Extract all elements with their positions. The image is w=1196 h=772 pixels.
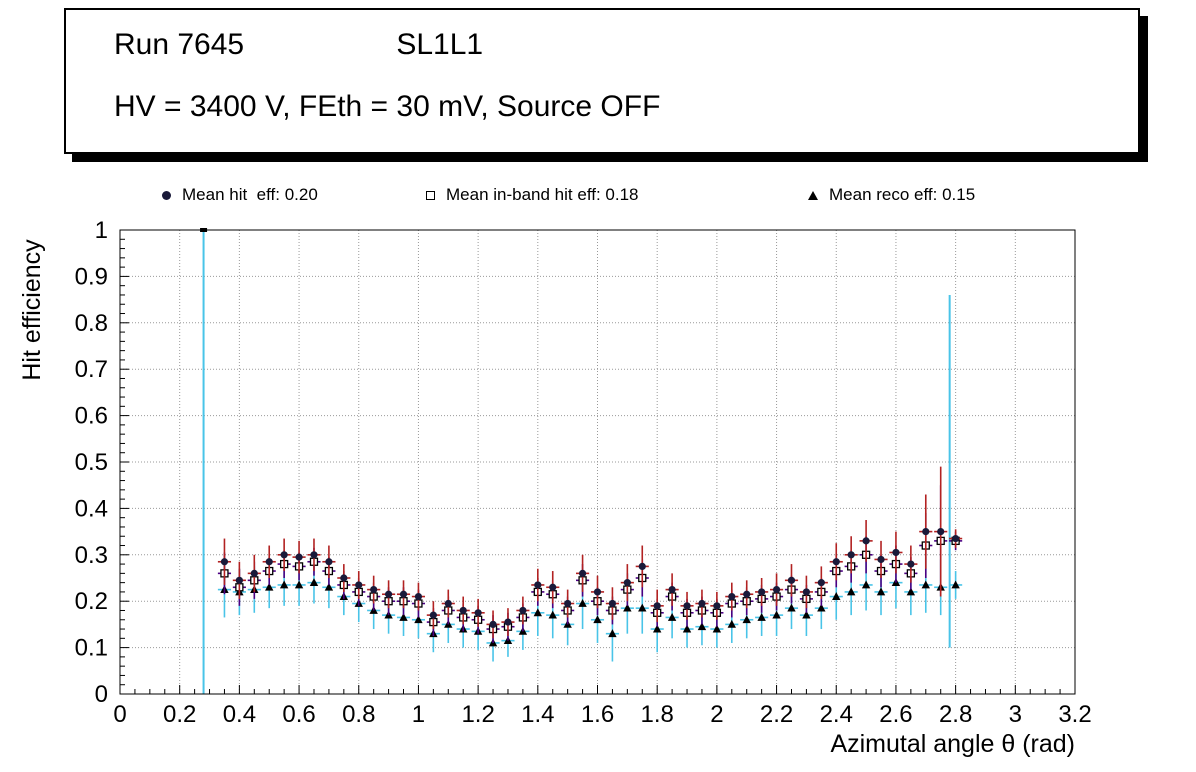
- svg-text:Azimutal angle θ (rad): Azimutal angle θ (rad): [830, 730, 1075, 758]
- svg-text:1.6: 1.6: [581, 701, 614, 728]
- legend-item-reco-eff: Mean reco eff: 0.15: [808, 185, 975, 205]
- legend-label-inband-eff: Mean in-band hit eff: 0.18: [446, 185, 639, 204]
- svg-text:3.2: 3.2: [1058, 701, 1091, 728]
- svg-text:1.4: 1.4: [521, 701, 554, 728]
- svg-text:0.4: 0.4: [75, 495, 108, 522]
- svg-text:2: 2: [710, 701, 723, 728]
- svg-text:0.5: 0.5: [75, 449, 108, 476]
- svg-text:0.6: 0.6: [282, 701, 315, 728]
- y-axis: 0 0.1 0.2 0.3 0.4 0.5 0.6 0.7 0.8 0.9 1 Hit efficie…: [18, 217, 129, 708]
- filled-triangle-marker-icon: [808, 190, 818, 200]
- svg-text:0.2: 0.2: [163, 701, 196, 728]
- filled-circle-marker-icon: [162, 190, 171, 200]
- chamber-label: SL1L1: [396, 28, 484, 61]
- conditions-label: HV = 3400 V, FEth = 30 mV, Source OFF: [114, 90, 661, 123]
- svg-text:2.8: 2.8: [939, 701, 972, 728]
- legend-item-inband-eff: Mean in-band hit eff: 0.18: [426, 185, 639, 205]
- svg-text:2.2: 2.2: [760, 701, 793, 728]
- title-box: Run 7645 SL1L1 HV = 3400 V, FEth = 30 mV…: [64, 8, 1140, 154]
- svg-text:0: 0: [113, 701, 126, 728]
- svg-text:1.2: 1.2: [461, 701, 494, 728]
- svg-text:1: 1: [412, 701, 425, 728]
- svg-text:0.8: 0.8: [342, 701, 375, 728]
- run-label: Run 7645: [114, 28, 245, 61]
- svg-text:0.1: 0.1: [75, 635, 108, 662]
- svg-text:2.4: 2.4: [820, 701, 853, 728]
- svg-text:0.4: 0.4: [223, 701, 256, 728]
- svg-text:1.8: 1.8: [641, 701, 674, 728]
- svg-text:0.2: 0.2: [75, 588, 108, 615]
- svg-text:0.9: 0.9: [75, 263, 108, 290]
- legend-item-hit-eff: Mean hit eff: 0.20: [162, 185, 318, 205]
- legend-label-reco-eff: Mean reco eff: 0.15: [829, 185, 976, 204]
- svg-text:Hit efficiency: Hit efficiency: [18, 239, 46, 381]
- title-line-1: Run 7645 SL1L1: [114, 26, 1138, 64]
- outlier-markers: [200, 228, 208, 232]
- svg-text:0.3: 0.3: [75, 542, 108, 569]
- svg-text:3: 3: [1009, 701, 1022, 728]
- svg-text:0.6: 0.6: [75, 403, 108, 430]
- svg-text:0.7: 0.7: [75, 356, 108, 383]
- svg-text:1: 1: [95, 217, 108, 244]
- svg-text:2.6: 2.6: [879, 701, 912, 728]
- x-axis: 0 0.2 0.4 0.6 0.8 1 1.2 1.4 1.6 1.8 2 2.2 2.4 2.6 2.8 3…: [113, 685, 1092, 758]
- series-mean-hit-eff: [217, 466, 963, 639]
- svg-text:0: 0: [95, 681, 108, 708]
- open-square-marker-icon: [426, 190, 435, 200]
- grid: [120, 230, 1075, 694]
- outlier-error-bars: [202, 230, 951, 694]
- legend-label-hit-eff: Mean hit eff: 0.20: [182, 185, 318, 204]
- svg-text:0.8: 0.8: [75, 310, 108, 337]
